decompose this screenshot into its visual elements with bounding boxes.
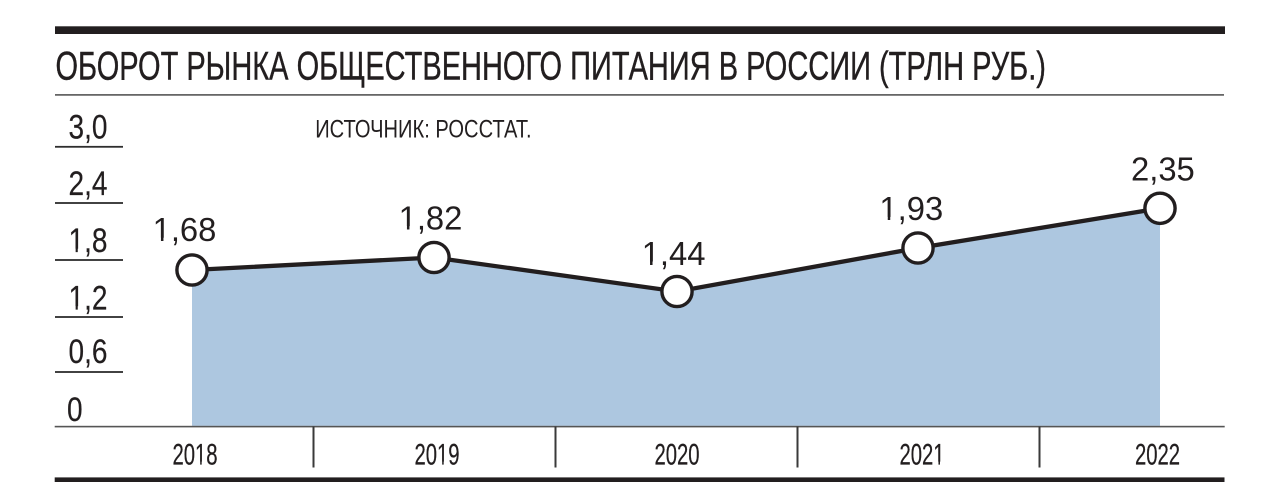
svg-text:1,82: 1,82 <box>399 200 463 238</box>
svg-text:2019: 2019 <box>414 439 459 472</box>
svg-text:ИСТОЧНИК: РОССТАТ.: ИСТОЧНИК: РОССТАТ. <box>315 116 531 143</box>
svg-text:1,8: 1,8 <box>69 221 108 259</box>
svg-text:2021: 2021 <box>899 439 944 472</box>
svg-text:2018: 2018 <box>172 439 217 472</box>
svg-text:0,6: 0,6 <box>69 332 108 370</box>
svg-text:1,68: 1,68 <box>153 212 217 250</box>
svg-text:2022: 2022 <box>1135 439 1180 472</box>
svg-text:1,93: 1,93 <box>879 191 943 229</box>
svg-text:3,0: 3,0 <box>69 108 108 146</box>
svg-text:2,35: 2,35 <box>1131 151 1195 189</box>
svg-text:1,2: 1,2 <box>69 279 108 317</box>
svg-text:2020: 2020 <box>654 439 699 472</box>
svg-text:1,44: 1,44 <box>642 235 706 273</box>
svg-text:ОБОРОТ РЫНКА ОБЩЕСТВЕННОГО ПИТ: ОБОРОТ РЫНКА ОБЩЕСТВЕННОГО ПИТАНИЯ В РОС… <box>56 46 1046 89</box>
svg-text:2,4: 2,4 <box>69 164 108 202</box>
svg-text:0: 0 <box>67 390 83 428</box>
